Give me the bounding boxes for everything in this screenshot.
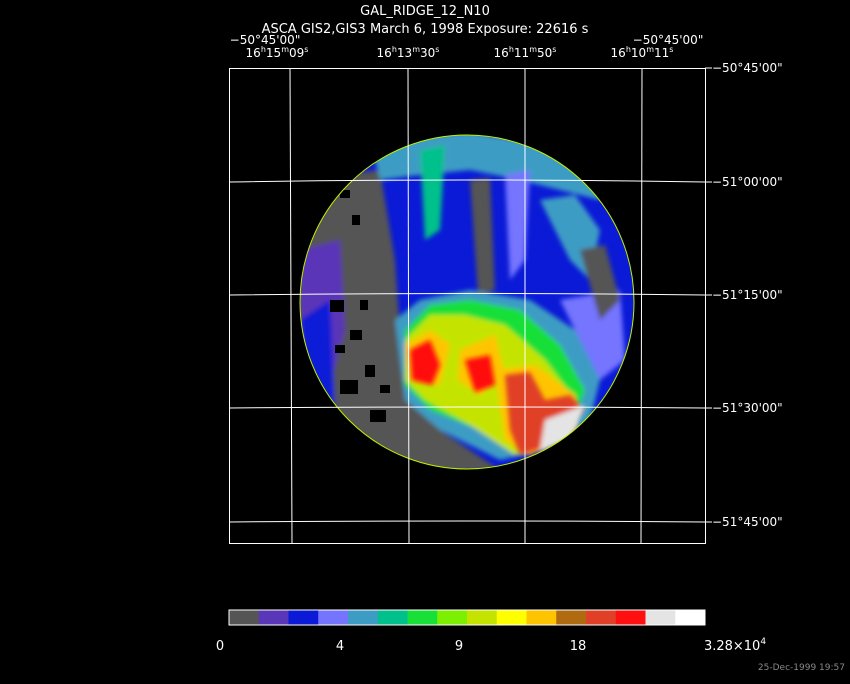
colorbar-swatch <box>556 610 587 625</box>
dec-label: −50°45'00" <box>712 61 783 75</box>
ra-label: 16h15m09s <box>246 45 309 60</box>
subtitle: ASCA GIS2,GIS3 March 6, 1998 Exposure: 2… <box>262 22 589 37</box>
axis-labels: −50°45'00" −50°45'00"16h15m09s 16h13m30s 16… <box>230 33 783 529</box>
ra-label: 16h13m30s <box>377 45 440 60</box>
timestamp: 25-Dec-1999 19:57 <box>758 663 845 673</box>
colorbar-swatch <box>526 610 557 625</box>
dec-label: −51°45'00" <box>712 515 783 529</box>
colorbar-label: 3.28×104 <box>704 637 766 654</box>
colorbar-label: 0 <box>216 639 224 654</box>
colorbar-swatch <box>675 610 706 625</box>
title: GAL_RIDGE_12_N10 <box>360 4 490 19</box>
colorbar-swatch <box>258 610 289 625</box>
colorbar-swatch <box>496 610 527 625</box>
top-dec-label: −50°45'00" <box>230 33 301 47</box>
colorbar-label-exponent: 4 <box>760 637 766 647</box>
colorbar-swatch <box>348 610 379 625</box>
colorbar-swatch <box>586 610 617 625</box>
colorbar-swatch <box>645 610 676 625</box>
top-dec-label: −50°45'00" <box>633 33 704 47</box>
colorbar-label-base: 3.28×10 <box>704 639 760 654</box>
ra-label: 16h10m11s <box>611 45 674 60</box>
field-edge <box>299 134 635 470</box>
colorbar-swatch <box>407 610 438 625</box>
dec-label: −51°30'00" <box>712 401 783 415</box>
xray-image <box>300 135 634 469</box>
colorbar-swatch <box>437 610 468 625</box>
colorbar-label: 4 <box>336 639 344 654</box>
ra-label: 16h11m50s <box>494 45 557 60</box>
dec-label: −51°00'00" <box>712 175 783 189</box>
colorbar-swatch <box>377 610 408 625</box>
colorbar-swatch <box>615 610 646 625</box>
colorbar-swatch <box>318 610 349 625</box>
colorbar: 0 4 9 18 3.28×104 <box>216 609 766 654</box>
colorbar-swatch <box>229 610 260 625</box>
colorbar-label: 18 <box>570 639 587 654</box>
dec-label: −51°15'00" <box>712 288 783 302</box>
colorbar-label: 9 <box>455 639 463 654</box>
coordinate-grid <box>228 67 706 544</box>
colorbar-swatch <box>467 610 498 625</box>
colorbar-swatch <box>288 610 319 625</box>
colorbar-frame <box>228 609 706 626</box>
